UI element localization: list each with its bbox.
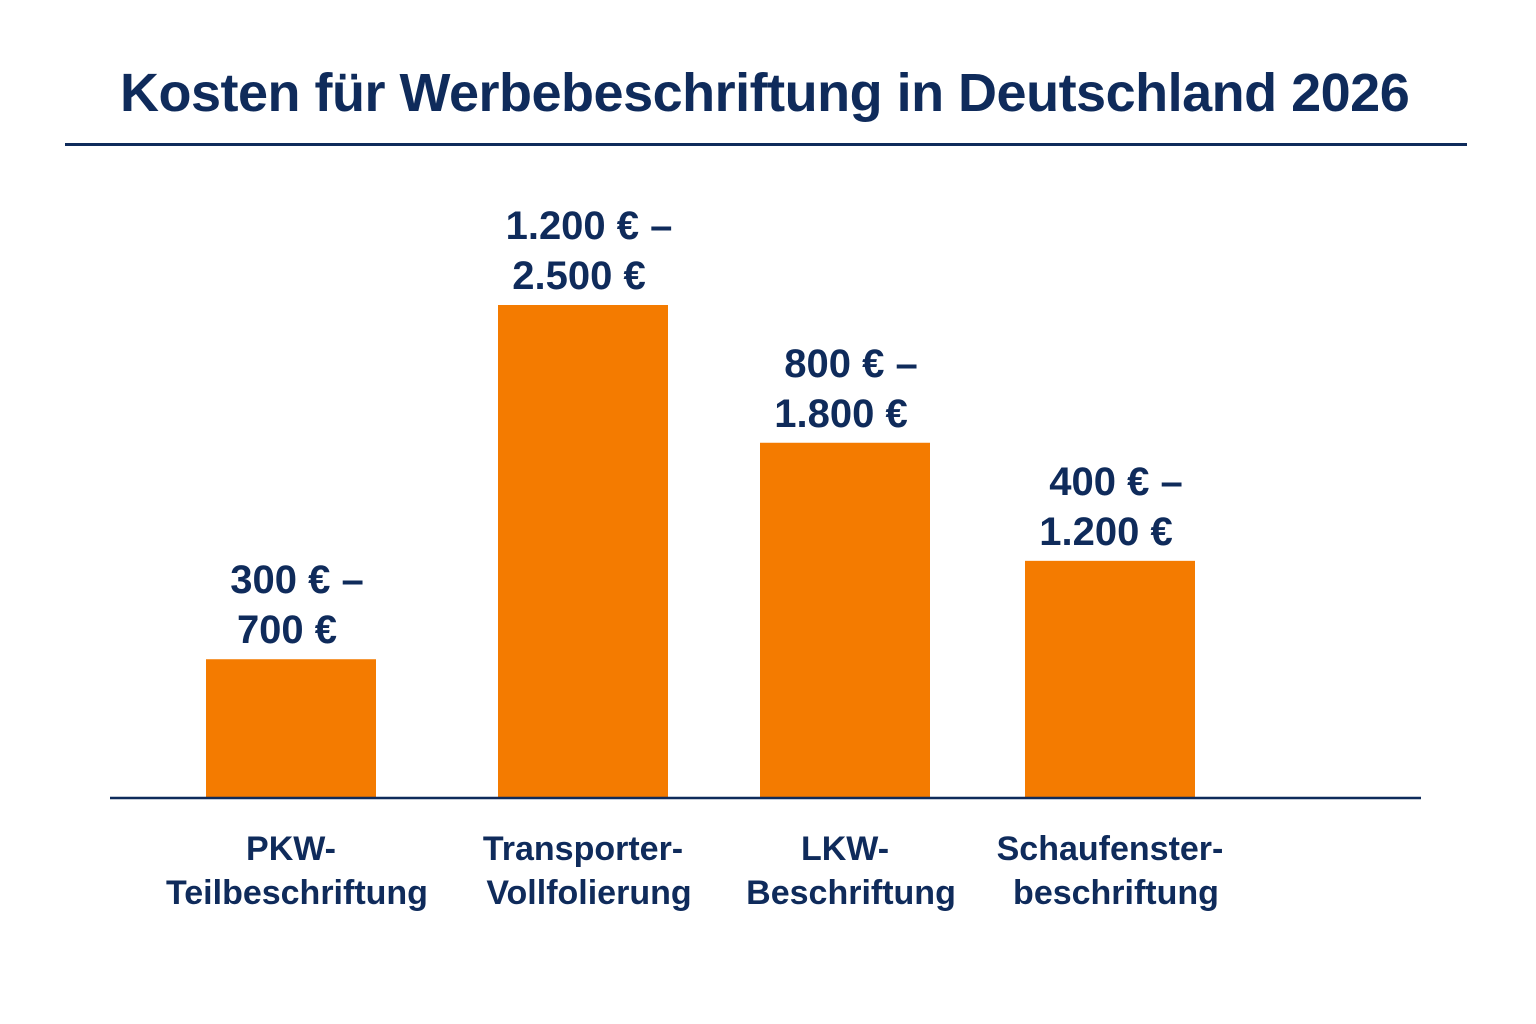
- category-label-3: LKW-Beschriftung: [746, 830, 956, 912]
- bar-2: [498, 305, 668, 797]
- title-divider: [65, 143, 1467, 146]
- data-label-3: 800 € –1.800 €: [774, 342, 917, 436]
- chart-title: Kosten für Werbebeschriftung in Deutschl…: [120, 63, 1410, 123]
- category-label-2: Transporter-Vollfolierung: [483, 830, 692, 912]
- bar-4: [1025, 560, 1195, 797]
- data-label-2: 1.200 € –2.500 €: [506, 204, 673, 298]
- data-label-1: 300 € –700 €: [230, 558, 363, 652]
- bar-1: [206, 659, 376, 797]
- category-label-4: Schaufenster-beschriftung: [997, 830, 1224, 912]
- data-label-4: 400 € –1.200 €: [1039, 460, 1182, 554]
- bar-3: [760, 442, 930, 797]
- category-label-1: PKW-Teilbeschriftung: [166, 830, 428, 912]
